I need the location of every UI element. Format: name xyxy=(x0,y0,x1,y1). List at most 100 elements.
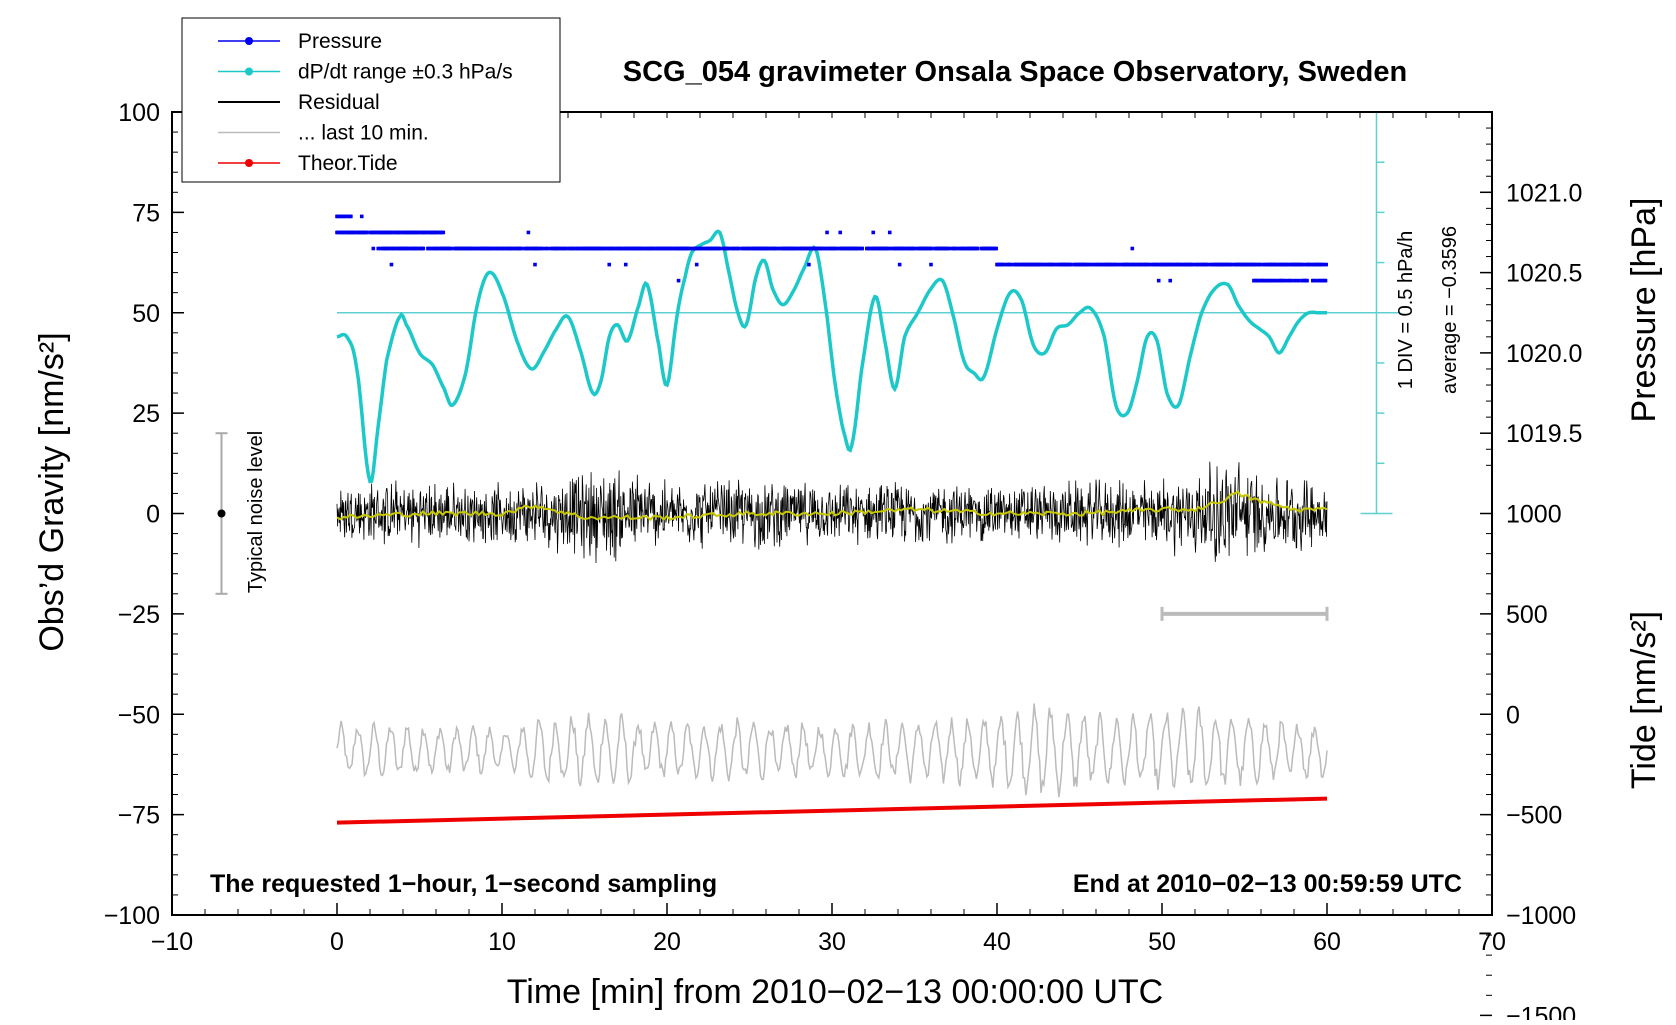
pressure-point xyxy=(1155,262,1160,267)
pressure-point xyxy=(947,246,951,251)
pressure-point xyxy=(860,246,864,251)
series-pressure-level xyxy=(376,246,998,251)
pressure-point xyxy=(1051,262,1056,267)
tide-tick-label: 0 xyxy=(1506,701,1520,729)
pressure-point xyxy=(345,214,350,219)
pressure-point xyxy=(1255,278,1260,283)
pressure-point xyxy=(1000,262,1005,267)
pressure-point xyxy=(914,246,919,251)
series-dpdt xyxy=(336,229,1327,484)
pressure-point xyxy=(365,230,369,235)
pressure-point xyxy=(519,246,524,251)
pressure-point xyxy=(694,262,699,267)
pressure-point xyxy=(1300,262,1304,267)
pressure-point xyxy=(871,230,876,235)
pressure-point xyxy=(1139,262,1144,267)
chart-title: SCG_054 gravimeter Onsala Space Observat… xyxy=(623,56,1407,88)
pressure-point xyxy=(1286,262,1290,267)
series-pressure-scatter xyxy=(359,214,1318,283)
pressure-point xyxy=(560,246,564,251)
pressure-point xyxy=(1146,262,1151,267)
pressure-point xyxy=(1128,262,1132,267)
pressure-point xyxy=(1280,278,1285,283)
pressure-point xyxy=(371,246,376,251)
pressure-point xyxy=(975,246,979,251)
pressure-point xyxy=(1192,262,1197,267)
pressure-point xyxy=(1272,278,1277,283)
y-tick-label: 0 xyxy=(146,501,160,529)
pressure-point xyxy=(496,246,501,251)
pressure-point xyxy=(424,230,428,235)
pressure-point xyxy=(386,246,391,251)
pressure-point xyxy=(726,246,731,251)
pressure-point xyxy=(545,246,549,251)
y-axis-title-pressure: Pressure [hPa] xyxy=(1625,198,1663,423)
pressure-point xyxy=(766,246,771,251)
pressure-point xyxy=(1285,278,1290,283)
pressure-point xyxy=(1205,262,1210,267)
pressure-point xyxy=(953,246,958,251)
pressure-point xyxy=(1313,278,1318,283)
pressure-point xyxy=(353,230,358,235)
pressure-point xyxy=(1324,262,1328,267)
pressure-point xyxy=(1116,262,1121,267)
pressure-point xyxy=(1084,262,1088,267)
pressure-point xyxy=(747,246,751,251)
pressure-point xyxy=(571,246,576,251)
pressure-point xyxy=(343,214,347,219)
pressure-tick-label: 1021.0 xyxy=(1506,179,1582,207)
pressure-point xyxy=(1253,262,1258,267)
pressure-tick-label: 1019.5 xyxy=(1506,420,1582,448)
dpdt-div-label: 1 DIV = 0.5 hPa/h xyxy=(1395,231,1417,389)
pressure-point xyxy=(1087,262,1092,267)
series-theor-tide xyxy=(336,796,1328,825)
pressure-point xyxy=(1274,262,1279,267)
legend-label: Residual xyxy=(298,91,380,114)
pressure-point xyxy=(807,262,811,267)
pressure-point xyxy=(1241,262,1245,267)
pressure-point xyxy=(491,246,496,251)
pressure-point xyxy=(1118,262,1123,267)
pressure-point xyxy=(336,214,340,219)
pressure-point xyxy=(441,230,446,235)
pressure-point xyxy=(359,214,364,219)
pressure-point xyxy=(897,262,902,267)
pressure-point xyxy=(1009,262,1013,267)
pressure-tick-label: 1020.0 xyxy=(1506,340,1582,368)
pressure-point xyxy=(1262,278,1267,283)
pressure-point xyxy=(470,246,474,251)
annotation-end-time: End at 2010−02−13 00:59:59 UTC xyxy=(1073,870,1462,898)
pressure-point xyxy=(1319,262,1324,267)
pressure-point xyxy=(956,246,960,251)
y-tick-label: −100 xyxy=(104,902,160,930)
pressure-point xyxy=(994,246,998,251)
pressure-point xyxy=(1148,262,1153,267)
pressure-point xyxy=(1089,262,1094,267)
x-tick-label: 30 xyxy=(818,928,846,956)
pressure-point xyxy=(526,230,531,235)
pressure-point xyxy=(1228,262,1233,267)
pressure-point xyxy=(929,262,933,267)
x-tick-label: 50 xyxy=(1148,928,1176,956)
pressure-point xyxy=(416,230,420,235)
pressure-point xyxy=(376,246,381,251)
x-tick-label: 10 xyxy=(488,928,516,956)
pressure-point xyxy=(1178,262,1183,267)
pressure-point xyxy=(777,246,781,251)
legend-label: ... last 10 min. xyxy=(298,122,429,145)
legend-label: Theor.Tide xyxy=(298,152,398,175)
pressure-point xyxy=(912,246,916,251)
series-last-10-min xyxy=(336,703,1328,798)
pressure-point xyxy=(1100,262,1104,267)
pressure-point xyxy=(435,230,440,235)
pressure-point xyxy=(718,246,722,251)
pressure-point xyxy=(392,246,397,251)
pressure-point xyxy=(1168,278,1173,283)
pressure-point xyxy=(1297,278,1301,283)
annotation-sampling: The requested 1−hour, 1−second sampling xyxy=(210,870,717,898)
dpdt-average-label: average = −0.3596 xyxy=(1439,226,1461,394)
legend-box xyxy=(181,17,561,183)
legend-swatch-marker xyxy=(245,67,253,76)
